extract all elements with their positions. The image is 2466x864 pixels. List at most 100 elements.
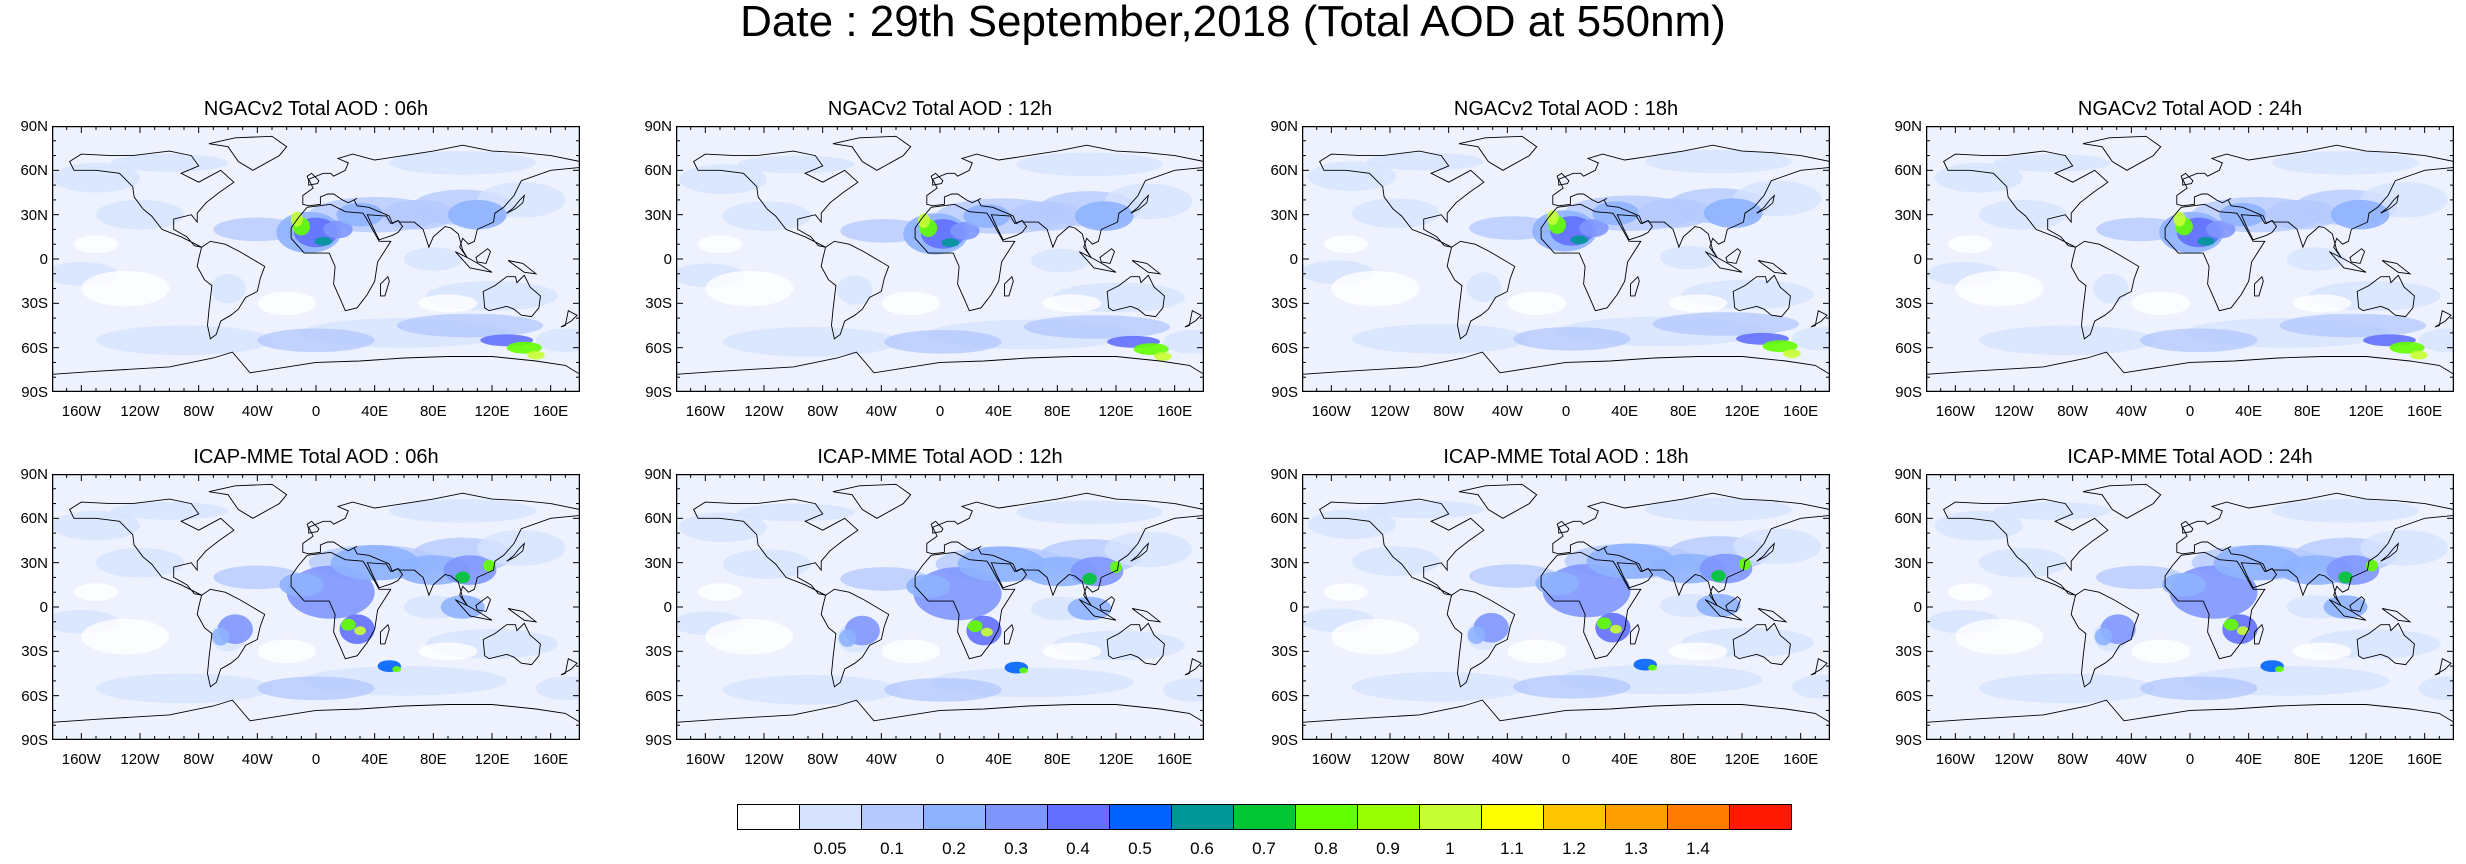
aod-plume (2094, 627, 2113, 646)
lon-tick-label: 40E (2235, 403, 2262, 420)
lat-tick-label: 30N (20, 206, 48, 224)
coastline-arabia (366, 562, 404, 589)
aod-plume (1978, 199, 2067, 230)
clear-patch (1507, 639, 1566, 664)
colorbar-swatch (1605, 804, 1668, 830)
figure-title: Date : 29th September,2018 (Total AOD at… (740, 0, 1726, 46)
coastline-australia (1732, 274, 1791, 318)
aod-plume (1762, 340, 1798, 353)
clear-patch (418, 294, 478, 313)
coastline-eurasia (2176, 144, 2454, 258)
aod-plume (1467, 626, 1486, 644)
lon-tick-label: 80E (1043, 751, 1071, 768)
lat-tick-label: 0 (1289, 599, 1298, 616)
coastline-eurasia (302, 492, 580, 606)
colorbar-label: 0.4 (1066, 839, 1090, 858)
map-frame (676, 474, 1204, 740)
map-frame (1926, 126, 2454, 392)
lat-tick-label: 90N (1894, 118, 1922, 135)
aod-plume (389, 151, 536, 175)
lat-tick-label: 90N (644, 118, 672, 135)
coastline-australia (1106, 274, 1165, 318)
aod-plume (2418, 328, 2454, 353)
aod-plume (483, 559, 495, 572)
coastline-arabia (990, 214, 1028, 241)
coastline-indonesia (2328, 599, 2367, 621)
lon-tick-label: 120W (1994, 403, 2034, 420)
lat-tick-label: 30S (645, 295, 672, 313)
aod-plume (2236, 626, 2249, 635)
aod-map (52, 474, 580, 740)
lat-tick-label: 30S (645, 643, 672, 661)
clear-patch (1331, 270, 1420, 307)
lon-tick-label: 40E (985, 751, 1012, 768)
aod-plume (737, 503, 855, 522)
aod-plume (722, 201, 811, 231)
lon-tick-label: 160W (685, 751, 725, 768)
coastline-japan (506, 542, 526, 562)
lon-tick-label: 160W (1311, 403, 1351, 420)
coastline-south-america (196, 588, 266, 688)
colorbar-swatch (1543, 804, 1606, 830)
aod-plume (314, 236, 333, 246)
lat-tick-label: 30N (644, 206, 672, 224)
panel-title: ICAP-MME Total AOD : 24h (2067, 446, 2313, 468)
colorbar-swatch (1729, 804, 1792, 830)
coastline-africa (914, 203, 1016, 312)
lon-tick-label: 40W (1491, 403, 1523, 420)
clear-patch (1042, 294, 1102, 313)
aod-plume (96, 325, 272, 356)
lat-tick-label: 90N (20, 118, 48, 135)
aod-plume (455, 571, 471, 584)
coastline-madagascar (1004, 623, 1014, 645)
aod-plume (838, 629, 857, 647)
coastline-new-guinea (2381, 608, 2412, 623)
colorbar-label: 1.3 (1624, 839, 1648, 858)
aod-plume (1645, 497, 1792, 522)
lat-tick-label: 90S (1271, 732, 1298, 749)
aod-plume (678, 512, 767, 542)
clear-patch (2292, 294, 2352, 313)
coastline-africa (1540, 551, 1642, 660)
lon-tick-label: 160W (1311, 751, 1351, 768)
coastline-north-america (1319, 498, 1485, 596)
lon-tick-label: 120W (120, 403, 160, 420)
lon-tick-label: 40W (241, 751, 273, 768)
lon-tick-label: 120E (474, 751, 510, 768)
coastline-indonesia (1704, 251, 1743, 273)
lat-tick-label: 0 (1913, 599, 1922, 616)
coastline-new-zealand (2434, 658, 2452, 676)
aod-plume (1075, 201, 1134, 231)
coastline-north-america (1943, 150, 2109, 248)
aod-plume (1993, 154, 2111, 172)
lat-tick-label: 60N (1894, 162, 1922, 180)
coastline-north-america (693, 150, 859, 248)
aod-plume (257, 676, 375, 701)
aod-plume (2140, 328, 2258, 353)
map-frame (52, 126, 580, 392)
map-panel-ngacv2-06h: NGACv2 Total AOD : 06h 90N 60N 30N 0 30S 60S 90… (2, 92, 630, 428)
lon-tick-label: 0 (1561, 403, 1571, 420)
panel-title: NGACv2 Total AOD : 18h (1453, 98, 1679, 120)
coastline-antarctica (1926, 699, 2454, 740)
aod-plume (1711, 570, 1726, 582)
clear-patch (705, 270, 794, 307)
lon-tick-label: 160E (1783, 751, 1819, 768)
aod-map (676, 126, 1204, 392)
lat-tick-label: 0 (1289, 251, 1298, 268)
aod-plume (1791, 675, 1830, 699)
coastline-antarctica (1302, 699, 1830, 740)
coastline-indonesia (1078, 599, 1117, 621)
lon-tick-label: 0 (2185, 403, 2195, 420)
coastline-madagascar (380, 623, 390, 645)
aod-plume (1016, 152, 1163, 177)
aod-plume (2213, 545, 2302, 581)
lon-tick-label: 120W (1370, 403, 1410, 420)
aod-plume (2096, 565, 2185, 590)
clear-patch (257, 291, 316, 316)
coastline-greenland (208, 483, 288, 519)
aod-plume (967, 620, 983, 633)
panel-title: NGACv2 Total AOD : 24h (2077, 98, 2303, 120)
coastline-north-america (693, 498, 859, 596)
coastline-madagascar (380, 275, 390, 297)
